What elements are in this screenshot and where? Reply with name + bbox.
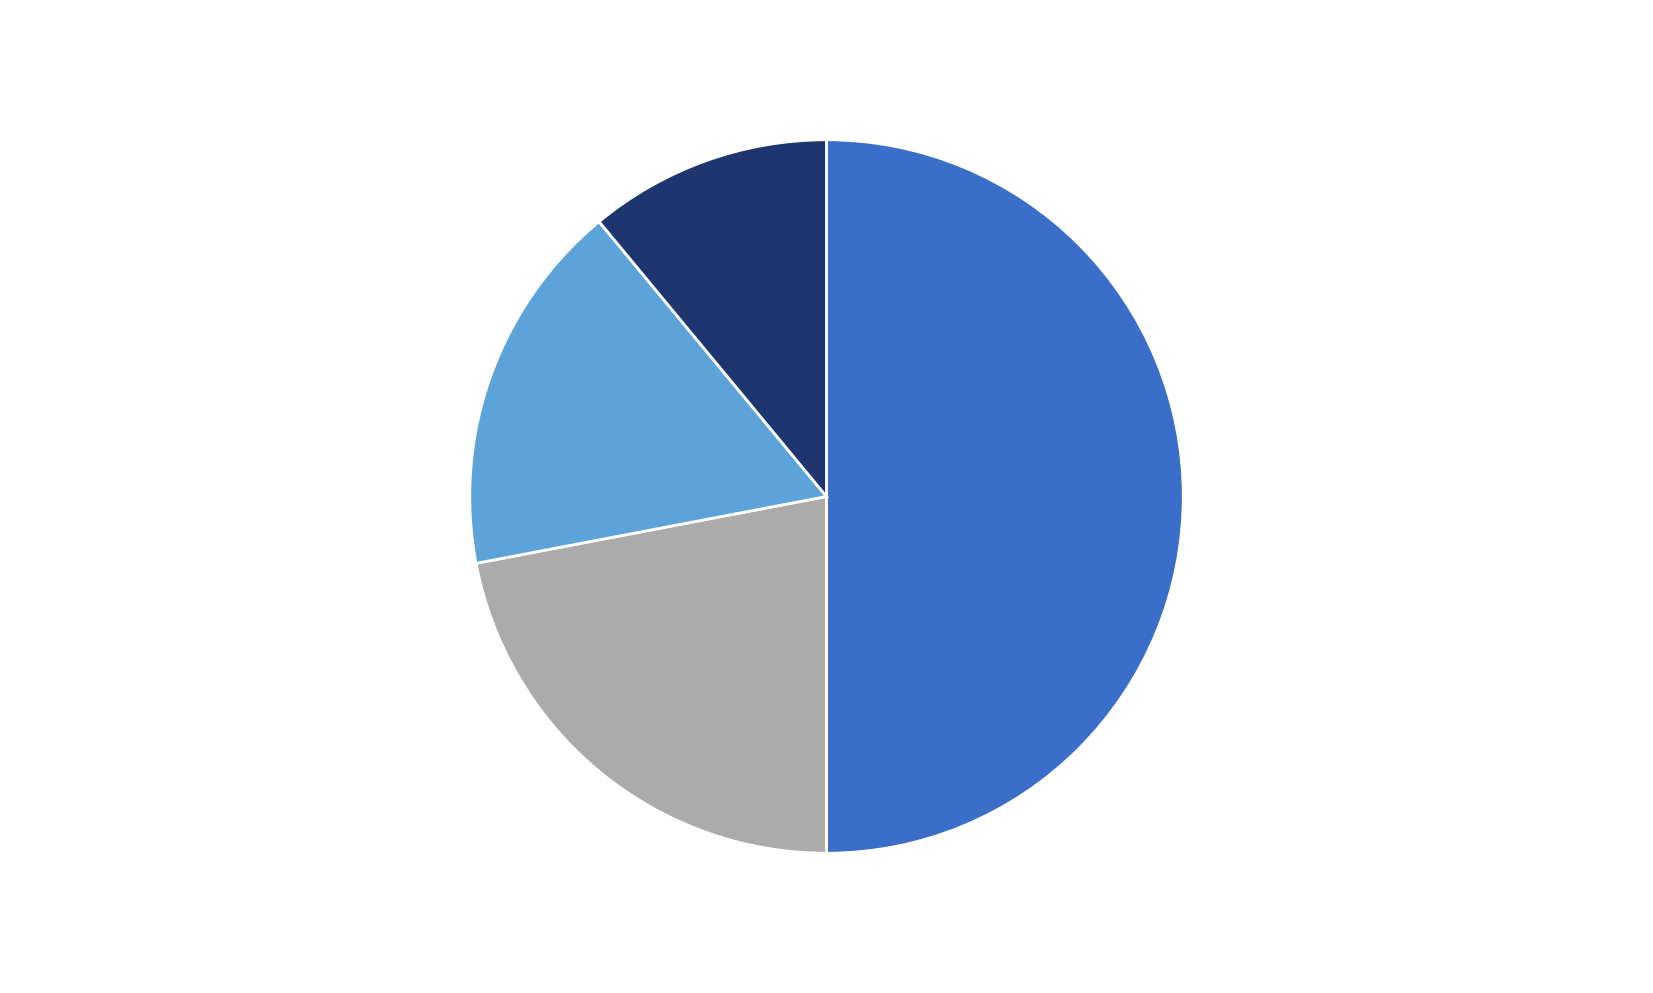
- Wedge shape: [469, 221, 826, 563]
- Wedge shape: [826, 140, 1184, 853]
- Wedge shape: [598, 140, 826, 496]
- Wedge shape: [476, 496, 826, 853]
